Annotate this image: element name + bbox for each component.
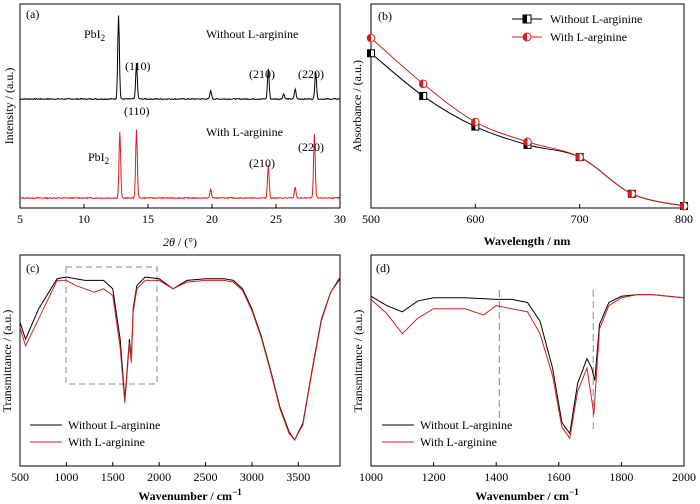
panel-a-110-top: (110)	[125, 59, 151, 73]
panel-b-marker-with	[471, 117, 480, 127]
panel-b-series	[366, 33, 689, 211]
panel-b-marker-with	[418, 79, 428, 89]
panel-c-xtick-label: 500	[11, 470, 29, 484]
panel-d-legend: Without L-arginine With L-arginine	[382, 418, 512, 449]
panel-b-marker-with	[366, 33, 376, 43]
panel-a-pbi-bottom: PbI2	[88, 150, 109, 166]
panel-d-series-with	[370, 294, 685, 440]
panel-a-series-without	[19, 15, 340, 101]
panel-a-220-top: (220)	[298, 67, 324, 81]
panel-a-xtick-label: 25	[270, 212, 282, 226]
panel-c-frame	[19, 254, 341, 467]
panel-c-xlabel: Wavenumber / cm−1	[138, 487, 242, 503]
panel-c-xtick-label: 2500	[194, 470, 218, 484]
panel-b-xtick-label: 700	[571, 212, 589, 226]
panel-c-legend-label-with: With L-arginine	[68, 435, 145, 449]
panel-d-frame	[370, 254, 685, 467]
panel-b-marker-with	[627, 189, 637, 199]
panel-d-legend-label-without: Without L-arginine	[420, 418, 512, 432]
panel-b-absorbance: 500 600 700 800 (b) Without L-arginine With…	[350, 3, 693, 248]
panel-a-top-title: Without L-arginine	[206, 27, 298, 41]
panel-c-xtick-label: 3500	[286, 470, 310, 484]
panel-a-xtick-label: 15	[142, 212, 154, 226]
panel-d-xlabel: Wavenumber / cm−1	[475, 487, 579, 503]
panel-a-210-bottom: (210)	[249, 156, 275, 170]
panel-b-xtick-label: 800	[675, 212, 693, 226]
panel-d-xticks: 1000 1200 1400 1600 1800 2000	[359, 462, 696, 484]
panel-a-xtick-label: 10	[78, 212, 90, 226]
panel-d-xtick-label: 1200	[422, 470, 446, 484]
panel-b-frame	[370, 3, 685, 209]
panel-d-tag: (d)	[376, 261, 390, 275]
panel-d-xtick-label: 1000	[359, 470, 383, 484]
panel-c-ftir: 500 1000 1500 2000 2500 3000 3500 (c) Without …	[0, 254, 341, 503]
panel-b-marker-with	[575, 152, 584, 162]
panel-b-marker-without	[419, 92, 428, 101]
panel-d-ylabel: Transmittance / (a.u.)	[351, 310, 365, 413]
panel-b-marker-with	[523, 137, 532, 147]
panel-b-xlabel: Wavelength / nm	[484, 234, 571, 248]
panel-d-legend-label-with: With L-arginine	[420, 435, 497, 449]
panel-b-xtick-label: 600	[466, 212, 484, 226]
panel-a-series-with	[19, 129, 340, 200]
panel-b-xticks: 500 600 700 800	[362, 204, 693, 226]
panel-a-xlabel: 2θ / (°)	[163, 235, 197, 249]
panel-a-220-bottom: (220)	[298, 140, 324, 154]
panel-a-ylabel: Intensity / (a.u.)	[2, 68, 16, 145]
panel-a-frame	[19, 3, 341, 209]
panel-b-series-with	[370, 37, 685, 207]
panel-c-xtick-label: 3000	[240, 470, 264, 484]
panel-c-tag: (c)	[26, 261, 39, 275]
panel-a-xtick-label: 30	[334, 212, 346, 226]
panel-d-xtick-label: 1800	[609, 470, 633, 484]
panel-b-xtick-label: 500	[362, 212, 380, 226]
panel-c-xtick-label: 2000	[147, 470, 171, 484]
panel-d-ftir-zoom: 1000 1200 1400 1600 1800 2000 (d) Without L-a…	[351, 254, 696, 503]
panel-a-110-bottom: (110)	[124, 104, 150, 118]
panel-a-series	[19, 15, 340, 200]
panel-b-legend-label-without: Without L-arginine	[550, 12, 642, 26]
panel-d-xtick-label: 1600	[547, 470, 571, 484]
panel-c-series-without	[19, 276, 341, 441]
panel-b-legend-label-with: With L-arginine	[550, 30, 627, 44]
panel-c-series	[19, 276, 341, 441]
panel-c-xtick-label: 1000	[54, 470, 78, 484]
panel-a-xtick-label: 20	[206, 212, 218, 226]
panel-c-highlight-box	[65, 266, 158, 385]
panel-b-legend-marker-without	[522, 14, 532, 24]
panel-a-pbi-top: PbI2	[84, 27, 105, 43]
panel-b-legend-marker-with	[522, 32, 532, 42]
panel-c-ylabel: Transmittance / (a.u.)	[0, 310, 14, 413]
panel-d-series	[370, 294, 685, 440]
panel-d-xtick-label: 2000	[672, 470, 696, 484]
panel-a-xticks: 5 10 15 20 25 30	[17, 204, 346, 226]
panel-c-xtick-label: 1500	[101, 470, 125, 484]
panel-c-legend-label-without: Without L-arginine	[68, 418, 160, 432]
panel-a-xtick-label: 5	[17, 212, 23, 226]
panel-d-xtick-label: 1400	[484, 470, 508, 484]
panel-a-tag: (a)	[26, 7, 39, 21]
panel-c-legend: Without L-arginine With L-arginine	[30, 418, 160, 449]
panel-a-bottom-title: With L-arginine	[206, 125, 283, 139]
panel-d-dashed-markers	[498, 290, 594, 432]
panel-a-210-top: (210)	[249, 67, 275, 81]
panel-d-series-without	[370, 294, 685, 435]
panel-b-tag: (b)	[378, 9, 392, 23]
panel-b-legend: Without L-arginine With L-arginine	[512, 12, 642, 44]
panel-b-series-without	[370, 52, 685, 207]
panel-c-series-with	[19, 276, 341, 441]
panel-b-marker-with	[679, 201, 689, 211]
panel-b-marker-without	[367, 49, 375, 58]
panel-c-xticks: 500 1000 1500 2000 2500 3000 3500	[11, 462, 310, 484]
panel-a-xrd: 5 10 15 20 25 30 (a) Without L-arginine With …	[2, 3, 346, 249]
panel-b-ylabel: Absorbance / (a.u.)	[350, 60, 364, 152]
